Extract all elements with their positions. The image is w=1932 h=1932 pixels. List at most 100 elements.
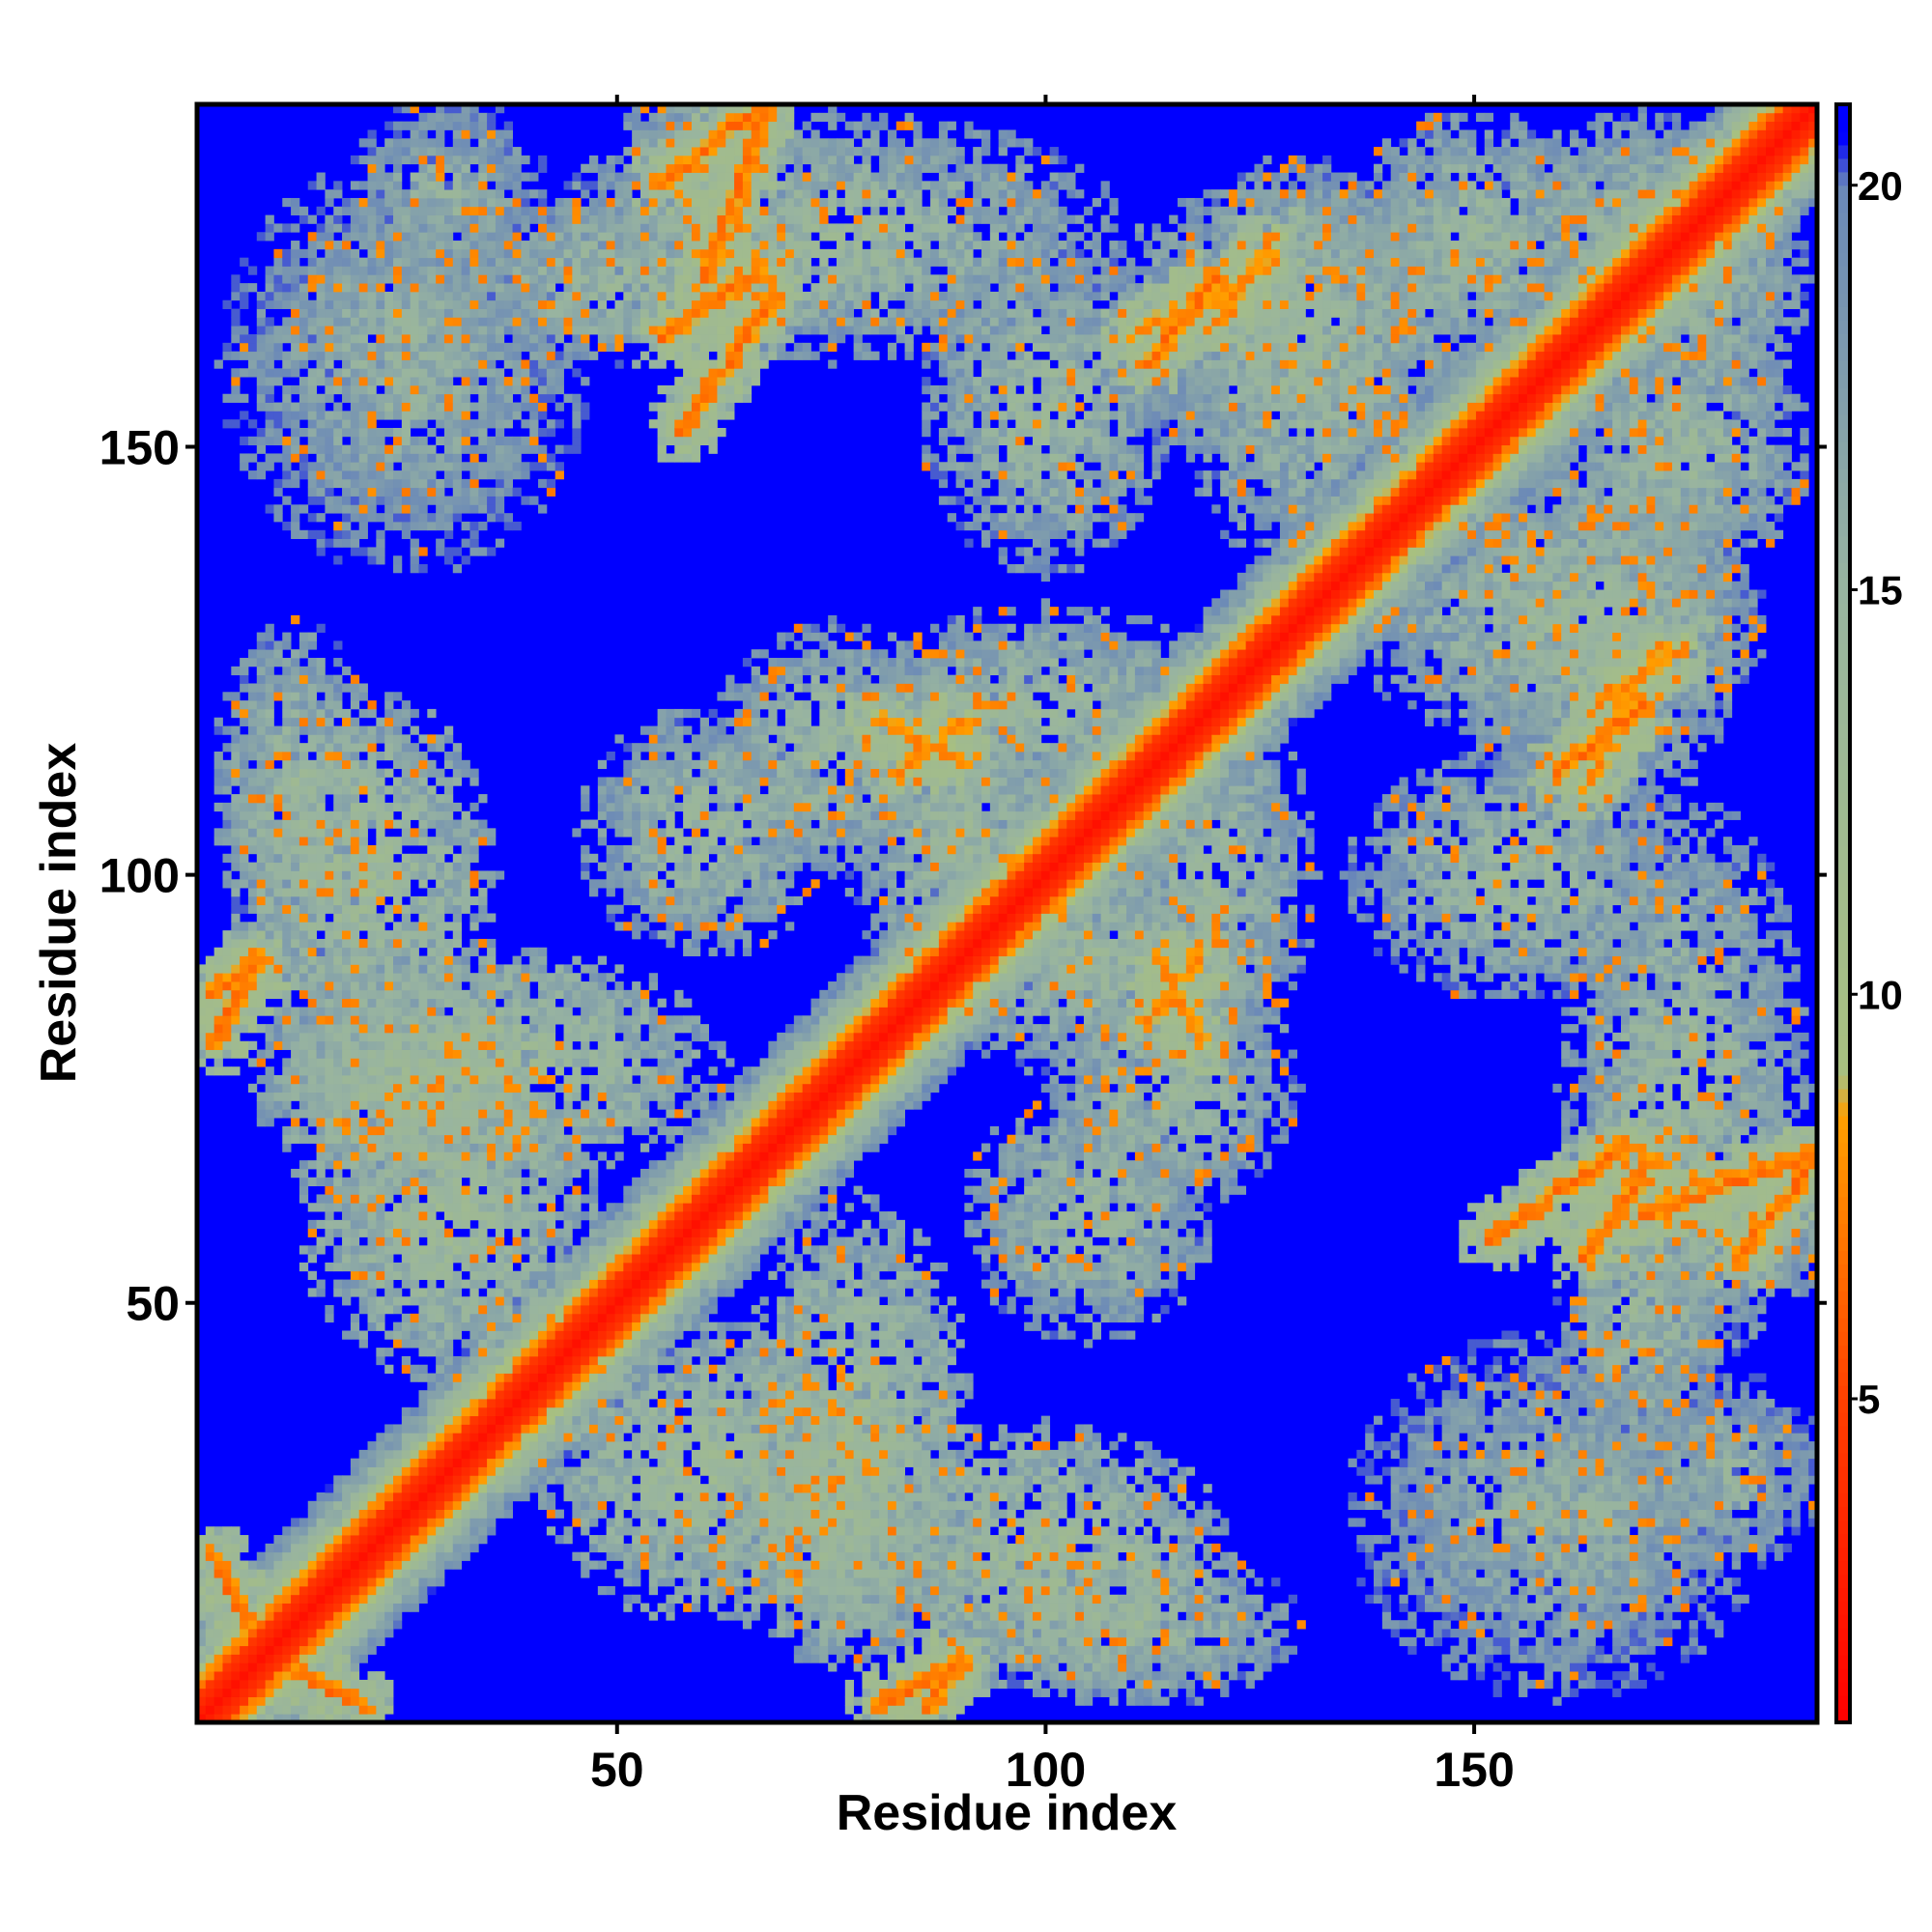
heatmap-cell xyxy=(487,164,496,173)
heatmap-cell xyxy=(496,470,504,479)
heatmap-cell xyxy=(359,1254,368,1263)
heatmap-cell xyxy=(478,1169,487,1178)
heatmap-cell xyxy=(402,709,411,718)
heatmap-cell xyxy=(453,973,462,981)
heatmap-cell xyxy=(376,794,384,803)
heatmap-cell xyxy=(308,667,317,675)
heatmap-cell xyxy=(231,803,240,811)
heatmap-cell xyxy=(469,1033,478,1041)
heatmap-cell xyxy=(351,1144,359,1152)
heatmap-cell xyxy=(376,1629,384,1637)
heatmap-cell xyxy=(444,1535,453,1544)
heatmap-cell xyxy=(299,1050,308,1059)
heatmap-cell xyxy=(436,207,444,215)
heatmap-cell xyxy=(266,385,274,394)
heatmap-cell xyxy=(393,274,402,283)
heatmap-cell xyxy=(384,1484,393,1492)
heatmap-cell xyxy=(384,1680,393,1689)
heatmap-cell xyxy=(538,1271,547,1280)
heatmap-cell xyxy=(555,300,564,309)
heatmap-cell xyxy=(496,1118,504,1126)
heatmap-cell xyxy=(402,207,411,215)
heatmap-cell xyxy=(529,1109,538,1118)
heatmap-cell xyxy=(308,1629,317,1637)
heatmap-cell xyxy=(299,956,308,965)
heatmap-cell xyxy=(521,1135,529,1144)
heatmap-cell xyxy=(572,207,581,215)
heatmap-cell xyxy=(342,1544,351,1552)
heatmap-cell xyxy=(359,1100,368,1109)
heatmap-cell xyxy=(273,837,282,845)
heatmap-cell xyxy=(418,479,427,488)
heatmap-cell xyxy=(291,411,299,419)
heatmap-cell xyxy=(325,1671,333,1680)
heatmap-cell xyxy=(402,734,411,743)
heatmap-cell xyxy=(368,513,377,522)
heatmap-cell xyxy=(496,267,504,275)
heatmap-cell xyxy=(462,1526,470,1535)
heatmap-cell xyxy=(453,343,462,352)
heatmap-cell xyxy=(359,1058,368,1066)
heatmap-cell xyxy=(222,1586,231,1595)
heatmap-cell xyxy=(342,419,351,428)
heatmap-cell xyxy=(453,1084,462,1093)
heatmap-cell xyxy=(384,1433,393,1441)
heatmap-cell xyxy=(266,939,274,948)
heatmap-cell xyxy=(427,769,436,778)
heatmap-cell xyxy=(206,1595,214,1604)
heatmap-cell xyxy=(402,1229,411,1237)
heatmap-cell xyxy=(427,1381,436,1390)
heatmap-cell xyxy=(376,1194,384,1203)
heatmap-cell xyxy=(351,1646,359,1655)
heatmap-cell xyxy=(308,300,317,309)
heatmap-cell xyxy=(333,1126,342,1135)
heatmap-cell xyxy=(376,1705,384,1714)
heatmap-cell xyxy=(487,385,496,394)
heatmap-cell xyxy=(393,147,402,156)
heatmap-cell xyxy=(529,368,538,377)
heatmap-cell xyxy=(351,1229,359,1237)
heatmap-cell xyxy=(231,1662,240,1671)
heatmap-cell xyxy=(317,1169,326,1178)
heatmap-cell xyxy=(427,1586,436,1595)
heatmap-cell xyxy=(538,343,547,352)
heatmap-cell xyxy=(469,1007,478,1015)
heatmap-cell xyxy=(384,470,393,479)
heatmap-cell xyxy=(504,1450,513,1459)
heatmap-cell xyxy=(453,249,462,258)
heatmap-cell xyxy=(368,368,377,377)
heatmap-cell xyxy=(453,1518,462,1526)
heatmap-cell xyxy=(325,1518,333,1526)
heatmap-cell xyxy=(453,1015,462,1024)
heatmap-cell xyxy=(359,1586,368,1595)
heatmap-cell xyxy=(444,1041,453,1050)
heatmap-cell xyxy=(453,1390,462,1399)
heatmap-cell xyxy=(231,896,240,905)
heatmap-cell xyxy=(504,488,513,497)
heatmap-cell xyxy=(248,437,257,445)
heatmap-cell xyxy=(273,1586,282,1595)
heatmap-cell xyxy=(384,1467,393,1476)
heatmap-cell xyxy=(359,1518,368,1526)
heatmap-cell xyxy=(547,1033,555,1041)
heatmap-cell xyxy=(257,1100,266,1109)
heatmap-cell xyxy=(308,845,317,854)
heatmap-cell xyxy=(393,794,402,803)
heatmap-cell xyxy=(291,743,299,752)
heatmap-cell xyxy=(359,1510,368,1519)
heatmap-cell xyxy=(504,1322,513,1331)
heatmap-cell xyxy=(240,828,248,837)
heatmap-cell xyxy=(317,1518,326,1526)
heatmap-cell xyxy=(436,419,444,428)
heatmap-cell xyxy=(538,394,547,403)
heatmap-cell xyxy=(555,241,564,249)
heatmap-cell xyxy=(513,1399,522,1407)
heatmap-cell xyxy=(248,700,257,709)
heatmap-cell xyxy=(478,113,487,122)
heatmap-cell xyxy=(351,428,359,437)
heatmap-cell xyxy=(496,1160,504,1169)
heatmap-cell xyxy=(572,1330,581,1339)
heatmap-cell xyxy=(469,999,478,1008)
heatmap-cell xyxy=(282,692,291,700)
